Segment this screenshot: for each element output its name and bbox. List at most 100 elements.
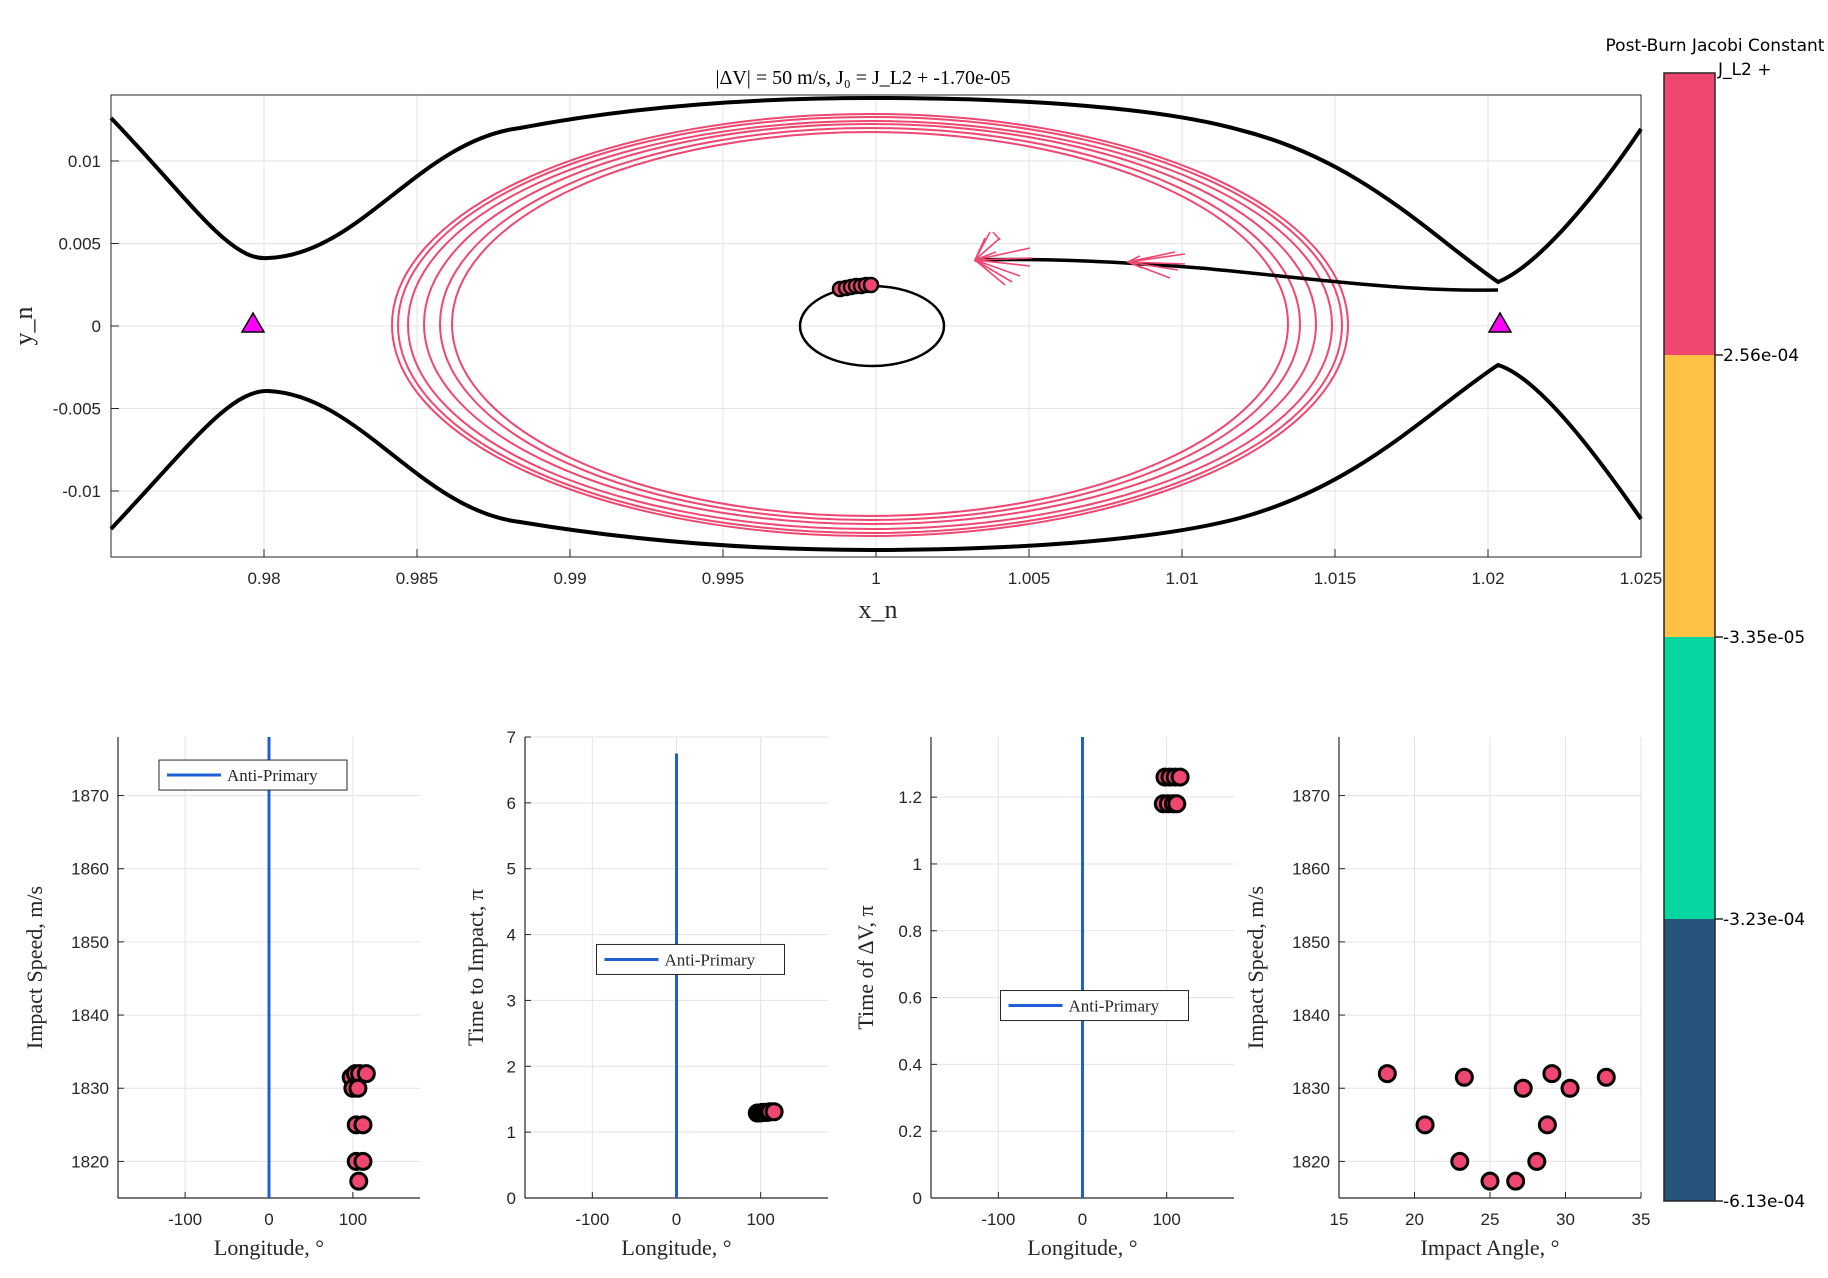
bottom-plot-1: -100 0 100 1820 1830 1840 1850 1860 1870 Anti-Pri… [22,737,420,1260]
x-tick-label: 0 [672,1210,681,1229]
top-x-tick-label: 1.005 [1008,569,1051,588]
data-point [1415,1115,1435,1135]
y-tick-label: 1.2 [898,788,922,807]
zero-velocity-curve-upper [109,95,1643,285]
x-tick-label: 100 [746,1210,774,1229]
y-tick-label: 5 [507,860,516,879]
periodic-orbit-family [391,113,1349,537]
data-point [764,1102,784,1122]
y-tick-label: 1860 [1292,860,1330,879]
y-tick-label: 0.6 [898,989,922,1008]
top-y-tick-label: -0.01 [62,482,101,501]
top-x-label: x_n [859,595,898,624]
data-point [1527,1151,1547,1171]
transfer-trajectory [974,257,1499,292]
x-tick-label: -100 [168,1210,202,1229]
y-tick-label: 1870 [71,787,109,806]
top-x-tick-label: 0.985 [396,569,439,588]
legend: Anti-Primary [1000,990,1189,1022]
l2-marker [1487,311,1513,333]
y-axis-label: Impact Speed, m/s [1243,886,1268,1049]
y-tick-label: 1850 [71,933,109,952]
x-tick-label: -100 [981,1210,1015,1229]
top-y-label: y_n [9,307,38,346]
data-point [1506,1171,1526,1191]
y-tick-label: 1830 [1292,1079,1330,1098]
data-point [1542,1064,1562,1084]
y-tick-label: 1820 [1292,1152,1330,1171]
colorbar-tick-label: 2.56e-04 [1723,346,1799,366]
top-y-tick-label: 0.01 [68,152,101,171]
y-axis-label: Time to Impact, π [463,889,488,1046]
colorbar-segment [1664,919,1715,1201]
top-x-tick-label: 0.98 [247,569,280,588]
colorbar-segments [1664,73,1715,1201]
colorbar-segment [1664,355,1715,637]
y-tick-label: 1850 [1292,933,1330,952]
y-tick-label: 4 [507,926,516,945]
top-x-tick-label: 0.99 [553,569,586,588]
data-point [353,1151,373,1171]
bottom-plot-4: 15 20 25 30 35 1820 1830 1840 1850 1860 1870 Impact… [1243,737,1650,1260]
y-tick-label: 1830 [71,1079,109,1098]
colorbar-ticks: 2.56e-04 -3.35e-05 -3.23e-04 -6.13e-04 [1715,346,1805,1212]
y-tick-label: 1 [913,855,922,874]
x-tick-label: 25 [1481,1210,1500,1229]
x-axis-label: Impact Angle, ° [1421,1235,1560,1260]
data-point [353,1115,373,1135]
y-tick-label: 2 [507,1057,516,1076]
x-axis-label: Longitude, ° [1027,1235,1137,1260]
y-tick-label: 0 [507,1189,516,1208]
top-plot-title: |ΔV| = 50 m/s, J₀ = J_L2 + -1.70e-05 [716,67,1011,89]
y-tick-label: 1 [507,1123,516,1142]
y-tick-label: 1820 [71,1152,109,1171]
data-point [1450,1151,1470,1171]
y-tick-label: 3 [507,991,516,1010]
colorbar-title: Post-Burn Jacobi Constant [1606,36,1825,56]
l1-marker [240,311,266,333]
x-tick-label: 100 [339,1210,367,1229]
x-axis-label: Longitude, ° [621,1235,731,1260]
y-axis-label: Impact Speed, m/s [22,886,47,1049]
x-tick-label: -100 [575,1210,609,1229]
data-point [1454,1067,1474,1087]
y-tick-label: 0.8 [898,922,922,941]
trajectory-plot: 0.98 0.985 0.99 0.995 1 1.005 1.01 1.015 1.02 1.0… [9,67,1662,624]
data-point [1167,794,1187,814]
top-x-tick-label: 1.015 [1314,569,1357,588]
top-y-tick-label: 0.005 [58,235,101,254]
top-x-tick-label: 0.995 [702,569,745,588]
zero-velocity-curve-lower [109,362,1643,553]
y-tick-label: 6 [507,794,516,813]
colorbar-tick-label: -6.13e-04 [1723,1192,1805,1212]
colorbar-segment [1664,637,1715,919]
x-axis-label: Longitude, ° [214,1235,324,1260]
y-axis-label: Time of ΔV, π [853,905,878,1029]
data-point [1537,1115,1557,1135]
y-tick-label: 0.2 [898,1122,922,1141]
x-tick-label: 15 [1330,1210,1349,1229]
y-tick-label: 7 [507,728,516,747]
data-point [349,1171,369,1191]
legend-label: Anti-Primary [1069,997,1160,1016]
top-y-tick-label: -0.005 [53,400,101,419]
data-point [1170,767,1190,787]
y-tick-label: 1840 [71,1006,109,1025]
burn-arrows-right [1126,251,1186,279]
y-tick-label: 0 [913,1189,922,1208]
top-x-tick-label: 1.025 [1620,569,1663,588]
y-tick-label: 0.4 [898,1055,922,1074]
legend-label: Anti-Primary [227,766,318,785]
x-tick-label: 20 [1405,1210,1424,1229]
legend-label: Anti-Primary [665,950,756,969]
data-point [1377,1064,1397,1084]
colorbar-top-label: J_L2 + [1717,60,1771,80]
colorbar: Post-Burn Jacobi Constant J_L2 + 2.56e-0… [1606,36,1825,1212]
data-point [1480,1171,1500,1191]
x-tick-label: 0 [1078,1210,1087,1229]
top-y-tick-label: 0 [92,317,101,336]
data-point [356,1064,376,1084]
colorbar-segment [1664,73,1715,355]
legend: Anti-Primary [158,759,348,791]
